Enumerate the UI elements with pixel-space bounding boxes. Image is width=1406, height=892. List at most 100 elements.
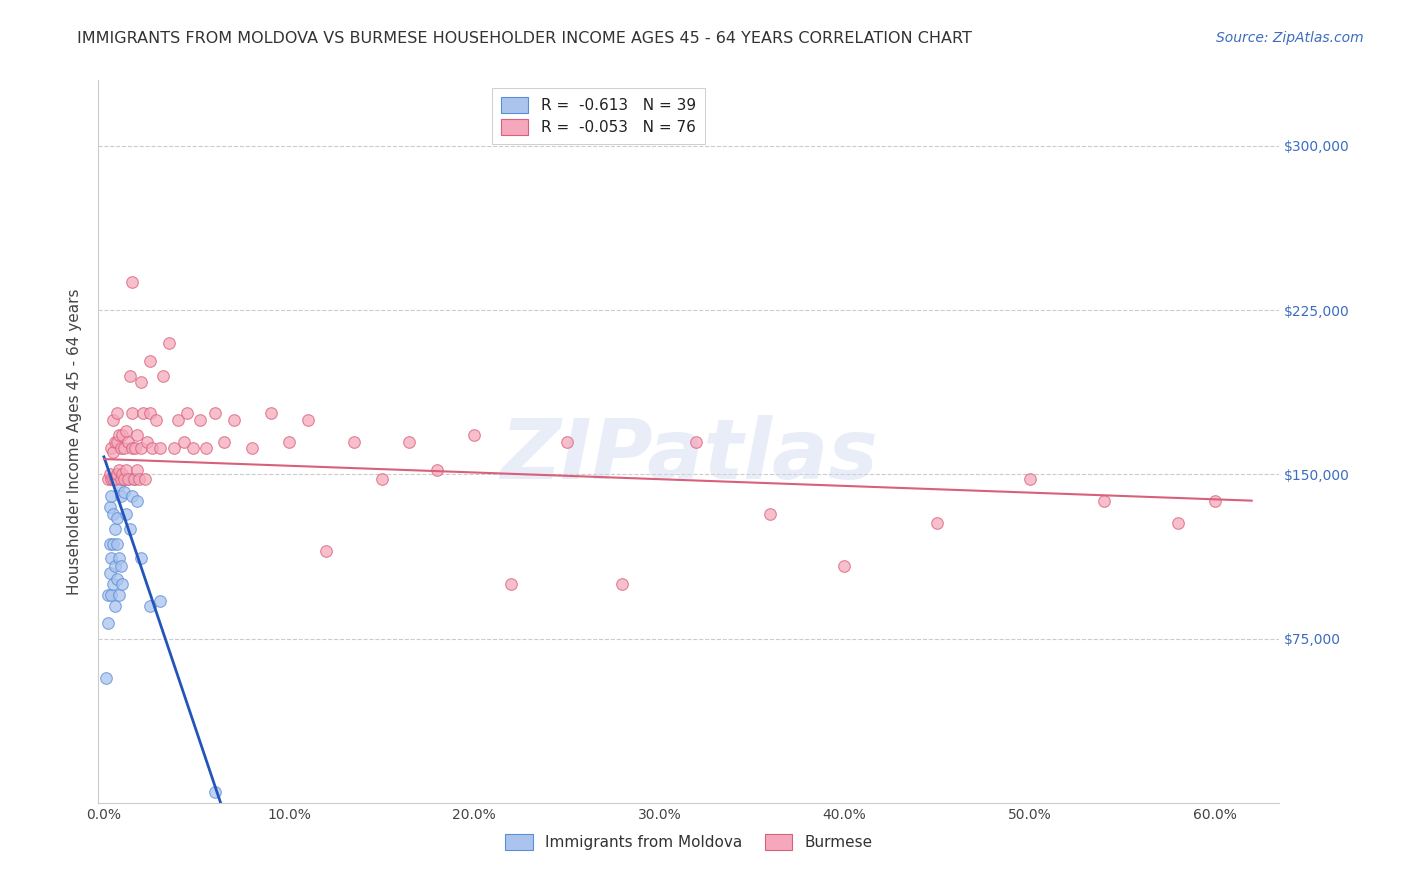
Point <box>118 368 141 383</box>
Point <box>278 434 301 449</box>
Point <box>117 472 139 486</box>
Y-axis label: Householder Income Ages 45 - 64 years: Householder Income Ages 45 - 64 years <box>67 288 83 595</box>
Point <box>115 463 138 477</box>
Point <box>100 550 122 565</box>
Point <box>94 671 117 685</box>
Point <box>107 463 129 477</box>
Point <box>107 478 129 492</box>
Point <box>501 577 523 591</box>
Point <box>107 550 129 565</box>
Point <box>110 559 132 574</box>
Point <box>103 472 125 486</box>
Point <box>112 472 135 486</box>
Point <box>925 516 948 530</box>
Point <box>214 434 236 449</box>
Point <box>110 441 132 455</box>
Point <box>129 550 152 565</box>
Point <box>135 434 157 449</box>
Point <box>685 434 707 449</box>
Point <box>103 412 125 426</box>
Point <box>204 406 226 420</box>
Text: Source: ZipAtlas.com: Source: ZipAtlas.com <box>1216 31 1364 45</box>
Point <box>104 522 127 536</box>
Point <box>107 588 129 602</box>
Point <box>139 353 162 368</box>
Point <box>127 493 149 508</box>
Point <box>152 368 174 383</box>
Point <box>107 428 129 442</box>
Point <box>98 537 121 551</box>
Point <box>222 412 245 426</box>
Point <box>122 472 145 486</box>
Point <box>97 588 120 602</box>
Point <box>110 489 132 503</box>
Point <box>104 472 127 486</box>
Point <box>103 537 125 551</box>
Point <box>167 412 190 426</box>
Point <box>139 599 162 613</box>
Point <box>111 472 134 486</box>
Point <box>110 472 132 486</box>
Point <box>176 406 198 420</box>
Point <box>115 507 138 521</box>
Point <box>188 412 211 426</box>
Point <box>117 434 139 449</box>
Text: IMMIGRANTS FROM MOLDOVA VS BURMESE HOUSEHOLDER INCOME AGES 45 - 64 YEARS CORRELA: IMMIGRANTS FROM MOLDOVA VS BURMESE HOUSE… <box>77 31 972 46</box>
Point <box>426 463 449 477</box>
Point <box>112 484 135 499</box>
Point <box>128 472 150 486</box>
Point <box>105 573 128 587</box>
Point <box>117 472 139 486</box>
Legend: Immigrants from Moldova, Burmese: Immigrants from Moldova, Burmese <box>499 829 879 856</box>
Point <box>612 577 634 591</box>
Point <box>181 441 204 455</box>
Point <box>157 336 180 351</box>
Point <box>104 599 127 613</box>
Point <box>111 428 134 442</box>
Point <box>122 472 145 486</box>
Point <box>100 472 122 486</box>
Point <box>103 507 125 521</box>
Point <box>103 472 125 486</box>
Point <box>315 544 337 558</box>
Point <box>1092 493 1115 508</box>
Point <box>1167 516 1189 530</box>
Point <box>173 434 195 449</box>
Point <box>98 500 121 515</box>
Point <box>98 467 121 482</box>
Point <box>100 588 122 602</box>
Point <box>121 406 143 420</box>
Point <box>111 467 134 482</box>
Point <box>129 376 152 390</box>
Point <box>148 441 170 455</box>
Point <box>121 489 143 503</box>
Point <box>98 566 121 580</box>
Point <box>127 428 149 442</box>
Point <box>112 441 135 455</box>
Point <box>105 511 128 525</box>
Point <box>139 406 162 420</box>
Point <box>370 472 392 486</box>
Point <box>104 472 127 486</box>
Point <box>100 489 122 503</box>
Point <box>259 406 281 420</box>
Point <box>343 434 366 449</box>
Point <box>97 472 120 486</box>
Point <box>240 441 263 455</box>
Point <box>105 467 128 482</box>
Point <box>121 275 143 289</box>
Point <box>124 441 146 455</box>
Point <box>121 441 143 455</box>
Point <box>118 522 141 536</box>
Point <box>834 559 856 574</box>
Point <box>111 577 134 591</box>
Point <box>463 428 485 442</box>
Point <box>398 434 420 449</box>
Point <box>103 445 125 459</box>
Point <box>134 472 156 486</box>
Point <box>127 463 149 477</box>
Point <box>105 537 128 551</box>
Point <box>132 406 155 420</box>
Point <box>1018 472 1040 486</box>
Point <box>105 406 128 420</box>
